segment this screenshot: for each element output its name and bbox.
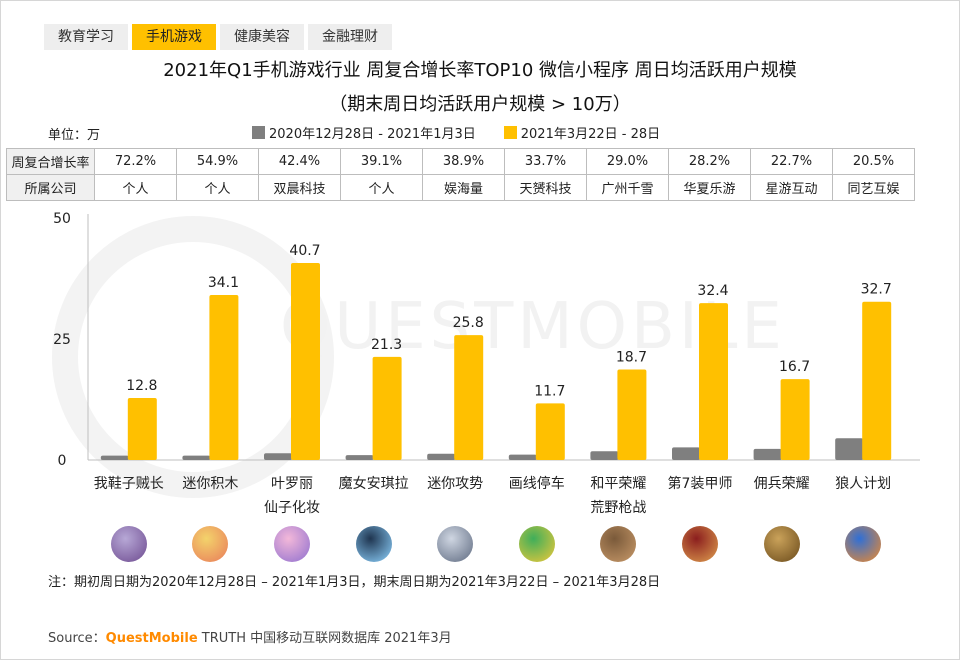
x-category-label: 叶罗丽: [271, 476, 313, 492]
app-icon: [763, 526, 800, 562]
app-icon: [192, 526, 229, 562]
bar-start-week: [672, 447, 700, 460]
bar-end-week: [780, 379, 810, 460]
table-cell-company: 双晨科技: [258, 174, 341, 201]
bar-value-label: 16.7: [779, 359, 810, 375]
app-icon: [110, 526, 147, 562]
app-icon: [845, 526, 882, 562]
table-cell-growth: 72.2%: [94, 148, 177, 175]
legend-swatch-gray: [252, 126, 265, 139]
tab-education[interactable]: 教育学习: [44, 24, 128, 50]
table-cell-company: 天赟科技: [504, 174, 587, 201]
bar-end-week: [862, 301, 892, 460]
legend-item-end-week: 2021年3月22日 - 28日: [503, 123, 661, 142]
watermark-text: QUESTMOBILE: [280, 290, 786, 364]
x-category-label: 我鞋子贼长: [94, 476, 164, 492]
unit-label: 单位：万: [48, 128, 101, 143]
bar-value-label: 32.7: [861, 282, 892, 298]
bar-start-week: [182, 455, 211, 460]
bar-end-week: [209, 294, 239, 460]
bar-end-week: [454, 335, 484, 460]
table-cell-company: 广州千雪: [586, 174, 669, 201]
bar-value-label: 18.7: [616, 349, 647, 365]
app-icon: [437, 526, 474, 562]
app-icon: [518, 526, 555, 562]
table-cell-company: 个人: [176, 174, 259, 201]
bar-value-label: 34.1: [208, 275, 239, 291]
bar-end-week: [372, 356, 402, 460]
bar-end-week: [699, 303, 728, 460]
x-category-label: 仙子化妆: [264, 500, 320, 516]
table-cell-growth: 29.0%: [586, 148, 669, 175]
table-cell-growth: 54.9%: [176, 148, 259, 175]
x-category-label: 迷你积木: [182, 476, 238, 492]
x-category-label: 狼人计划: [835, 476, 891, 492]
chart-subtitle: （期末周日均活跃用户规模 > 10万）: [329, 94, 631, 115]
category-tabs: 教育学习 手机游戏 健康美容 金融理财: [44, 24, 392, 50]
source-line: Source：QuestMobile TRUTH 中国移动互联网数据库 2021…: [48, 627, 452, 646]
bar-start-week: [100, 455, 129, 460]
legend-label-start-week: 2020年12月28日 - 2021年1月3日: [269, 127, 476, 142]
legend-label-end-week: 2021年3月22日 - 28日: [520, 127, 661, 142]
table-cell-growth: 28.2%: [668, 148, 751, 175]
source-prefix: Source：: [48, 631, 106, 646]
source-brand: QuestMobile: [105, 631, 198, 646]
bar-end-week: [535, 403, 565, 460]
bar-value-label: 12.8: [126, 378, 157, 394]
bar-value-label: 21.3: [371, 337, 402, 353]
bar-start-week: [427, 453, 456, 460]
app-icon: [682, 526, 718, 562]
table-row-company: 所属公司 个人 个人 双晨科技 个人 娱海量 天赟科技 广州千雪 华夏乐游 星游…: [6, 174, 915, 201]
x-category-label: 第7装甲师: [668, 475, 733, 492]
y-tick-label: 25: [53, 332, 71, 348]
legend: 2020年12月28日 - 2021年1月3日 2021年3月22日 - 28日: [252, 123, 660, 142]
growth-company-table: 周复合增长率 72.2% 54.9% 42.4% 39.1% 38.9% 33.…: [6, 148, 915, 201]
chart-title: 2021年Q1手机游戏行业 周复合增长率TOP10 微信小程序 周日均活跃用户规…: [163, 60, 797, 81]
table-cell-company: 娱海量: [422, 174, 505, 201]
source-suffix: TRUTH 中国移动互联网数据库 2021年3月: [197, 631, 452, 646]
x-category-label: 画线停车: [509, 475, 565, 492]
bar-start-week: [508, 454, 537, 460]
tab-finance[interactable]: 金融理财: [308, 24, 392, 50]
app-icon: [355, 526, 392, 562]
bar-value-label: 25.8: [453, 315, 484, 331]
bar-start-week: [345, 455, 374, 460]
app-icon: [600, 526, 637, 562]
tab-health-beauty[interactable]: 健康美容: [220, 24, 304, 50]
bar-start-week: [753, 448, 782, 460]
bar-end-week: [291, 263, 320, 460]
table-cell-growth: 42.4%: [258, 148, 341, 175]
x-category-label: 佣兵荣耀: [754, 476, 810, 492]
table-cell-company: 同艺互娱: [832, 174, 915, 201]
legend-item-start-week: 2020年12月28日 - 2021年1月3日: [252, 123, 476, 142]
x-category-label: 和平荣耀: [590, 476, 646, 492]
tab-mobile-games[interactable]: 手机游戏: [132, 24, 216, 50]
app-icon: [274, 526, 310, 562]
table-cell-company: 华夏乐游: [668, 174, 751, 201]
bar-start-week: [264, 453, 292, 460]
bar-value-label: 11.7: [534, 383, 565, 399]
bar-start-week: [835, 438, 864, 460]
y-tick-label: 50: [53, 211, 71, 227]
legend-swatch-yellow: [503, 126, 517, 139]
y-tick-label: 0: [58, 453, 67, 469]
table-cell-company: 星游互动: [750, 174, 833, 201]
table-cell-growth: 38.9%: [422, 148, 505, 175]
bar-value-label: 40.7: [289, 243, 320, 259]
table-cell-company: 个人: [94, 174, 177, 201]
bar-start-week: [590, 451, 619, 460]
footnote: 注：期初周日期为2020年12月28日 – 2021年1月3日，期末周日期为20…: [48, 575, 661, 590]
x-category-label: 迷你攻势: [427, 476, 483, 492]
x-category-label: 荒野枪战: [590, 499, 646, 516]
bar-end-week: [617, 369, 647, 460]
bar-end-week: [127, 398, 157, 460]
x-category-label: 魔女安琪拉: [339, 475, 409, 492]
table-cell-company: 个人: [340, 174, 423, 201]
table-cell-growth: 20.5%: [832, 148, 915, 175]
bar-value-label: 32.4: [697, 283, 728, 299]
